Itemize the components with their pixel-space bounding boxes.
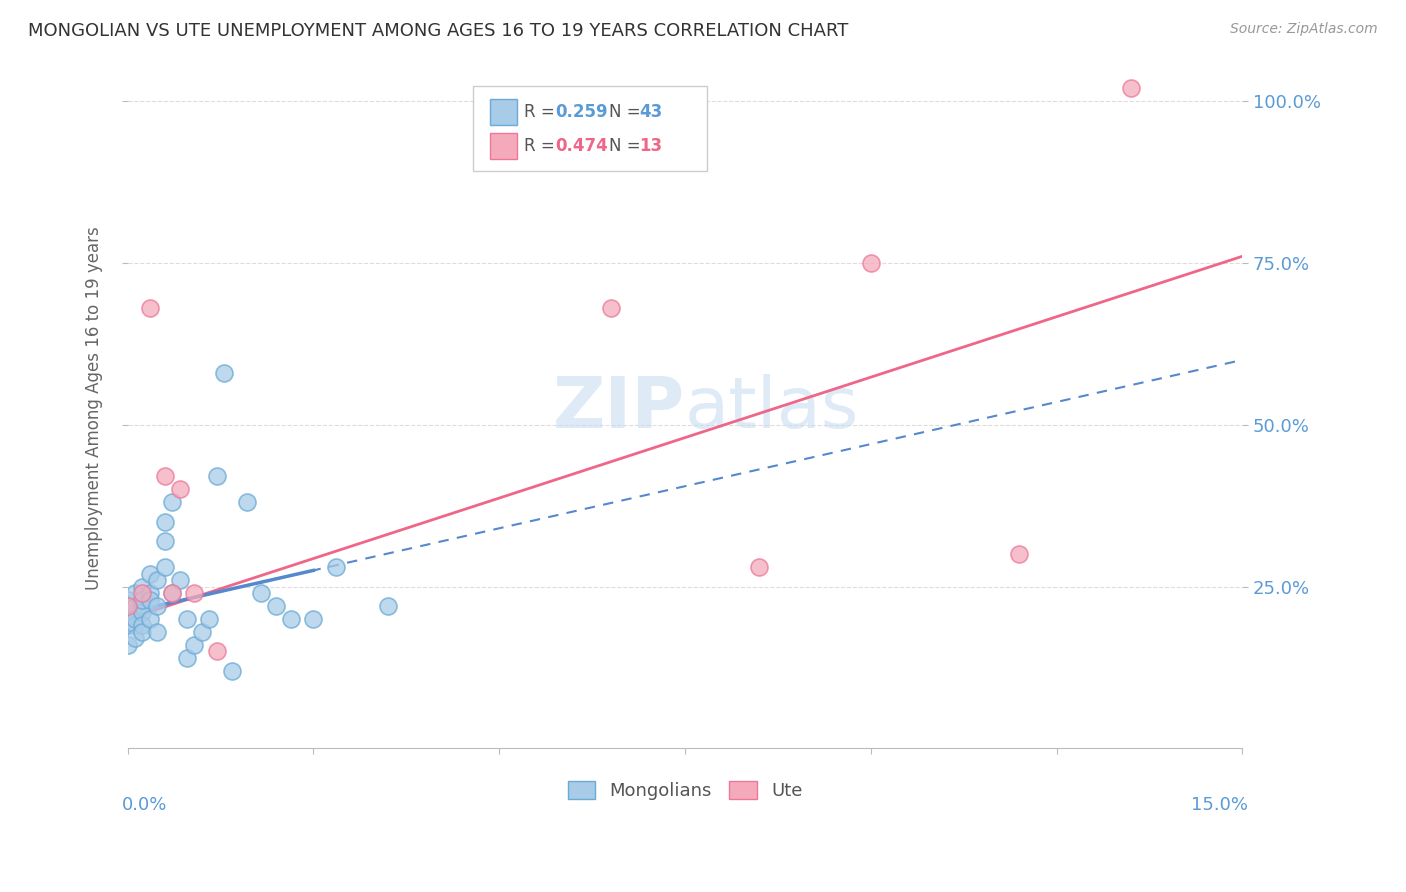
Point: [160, 586, 183, 600]
Point: [153, 560, 176, 574]
Text: 13: 13: [640, 137, 662, 155]
Point: [205, 644, 228, 658]
Point: [117, 638, 139, 652]
Point: [859, 256, 882, 270]
Point: [124, 632, 146, 646]
Point: [748, 560, 770, 574]
Text: R =: R =: [524, 103, 561, 121]
Point: [153, 534, 176, 549]
Point: [131, 599, 153, 613]
Point: [131, 606, 153, 620]
FancyBboxPatch shape: [474, 86, 707, 170]
Point: [176, 612, 198, 626]
Point: [131, 586, 153, 600]
Point: [160, 586, 183, 600]
Point: [1119, 81, 1142, 95]
Point: [205, 469, 228, 483]
Point: [146, 599, 169, 613]
Text: N =: N =: [609, 137, 645, 155]
Text: 43: 43: [640, 103, 662, 121]
Point: [280, 612, 302, 626]
Point: [139, 301, 162, 315]
Point: [198, 612, 221, 626]
Text: ZIP: ZIP: [553, 374, 685, 443]
Point: [191, 624, 214, 639]
Point: [169, 483, 191, 497]
Point: [131, 624, 153, 639]
Point: [153, 515, 176, 529]
Point: [599, 301, 621, 315]
Text: 0.0%: 0.0%: [122, 796, 167, 814]
Point: [146, 624, 169, 639]
Point: [160, 495, 183, 509]
Point: [169, 573, 191, 587]
Text: MONGOLIAN VS UTE UNEMPLOYMENT AMONG AGES 16 TO 19 YEARS CORRELATION CHART: MONGOLIAN VS UTE UNEMPLOYMENT AMONG AGES…: [28, 22, 848, 40]
Text: 0.259: 0.259: [555, 103, 609, 121]
Point: [124, 586, 146, 600]
Point: [377, 599, 399, 613]
Point: [153, 469, 176, 483]
Point: [117, 599, 139, 613]
Point: [139, 612, 162, 626]
Point: [264, 599, 287, 613]
Point: [139, 592, 162, 607]
FancyBboxPatch shape: [489, 133, 516, 159]
Y-axis label: Unemployment Among Ages 16 to 19 years: Unemployment Among Ages 16 to 19 years: [86, 227, 103, 591]
Text: 0.474: 0.474: [555, 137, 609, 155]
Point: [250, 586, 273, 600]
Point: [1008, 547, 1031, 561]
Point: [183, 586, 205, 600]
Point: [117, 618, 139, 632]
Legend: Mongolians, Ute: Mongolians, Ute: [561, 774, 810, 807]
Point: [117, 592, 139, 607]
Point: [183, 638, 205, 652]
Point: [139, 586, 162, 600]
Point: [302, 612, 325, 626]
Point: [176, 650, 198, 665]
Text: R =: R =: [524, 137, 561, 155]
Point: [131, 618, 153, 632]
Point: [221, 664, 243, 678]
Point: [124, 599, 146, 613]
Text: atlas: atlas: [685, 374, 859, 443]
FancyBboxPatch shape: [489, 99, 516, 125]
Text: N =: N =: [609, 103, 645, 121]
Point: [131, 592, 153, 607]
Point: [124, 618, 146, 632]
Point: [139, 566, 162, 581]
Point: [131, 580, 153, 594]
Point: [124, 612, 146, 626]
Text: Source: ZipAtlas.com: Source: ZipAtlas.com: [1230, 22, 1378, 37]
Point: [325, 560, 347, 574]
Point: [235, 495, 257, 509]
Point: [117, 606, 139, 620]
Point: [146, 573, 169, 587]
Text: 15.0%: 15.0%: [1191, 796, 1249, 814]
Point: [212, 366, 235, 380]
